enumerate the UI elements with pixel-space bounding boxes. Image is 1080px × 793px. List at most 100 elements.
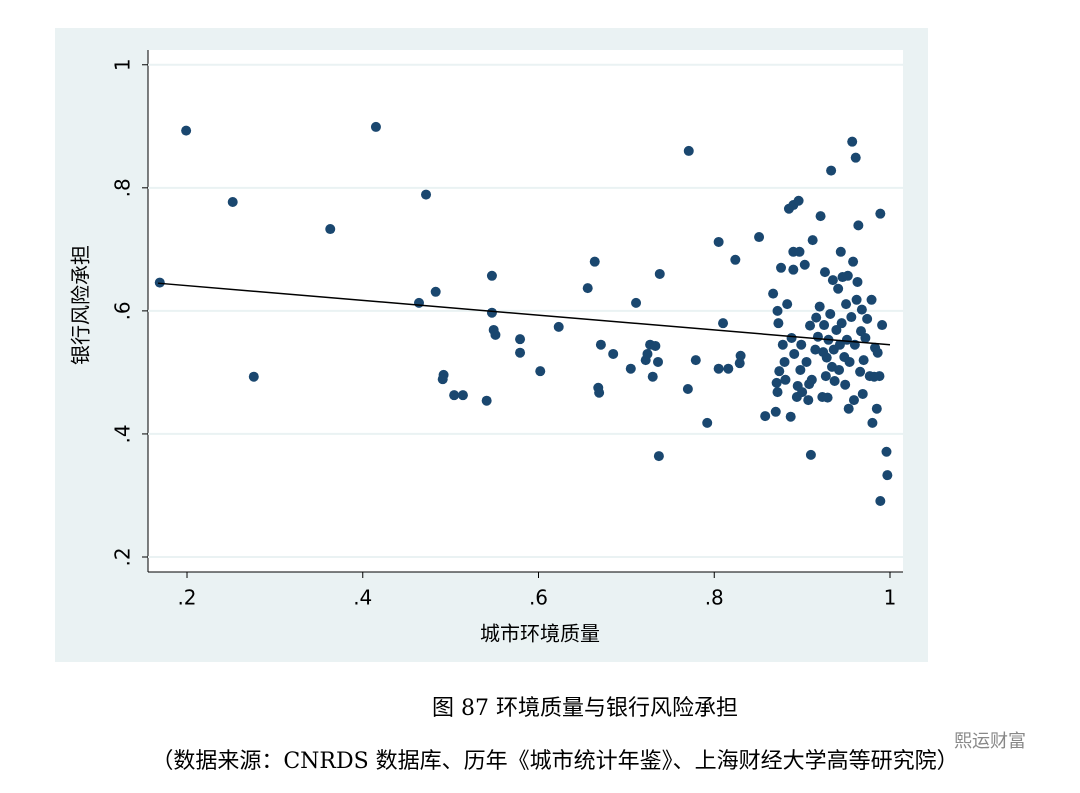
- point: [594, 387, 605, 398]
- point: [437, 374, 448, 385]
- point: [848, 395, 859, 406]
- point: [819, 267, 830, 278]
- point: [227, 196, 238, 207]
- point: [773, 318, 784, 329]
- point: [871, 403, 882, 414]
- point: [841, 334, 852, 345]
- point: [754, 232, 765, 243]
- point: [812, 331, 823, 342]
- point: [810, 344, 821, 355]
- point: [866, 294, 877, 305]
- point: [794, 246, 805, 257]
- point: [490, 329, 501, 340]
- point: [842, 270, 853, 281]
- point: [770, 406, 781, 417]
- point: [844, 356, 855, 367]
- point: [805, 449, 816, 460]
- point: [805, 320, 816, 331]
- point: [774, 366, 785, 377]
- point: [856, 304, 867, 315]
- point: [595, 339, 606, 350]
- point: [181, 125, 192, 136]
- point: [713, 363, 724, 374]
- point: [801, 356, 812, 367]
- point: [799, 259, 810, 270]
- point: [702, 417, 713, 428]
- point: [248, 371, 259, 382]
- point: [843, 403, 854, 414]
- point: [881, 446, 892, 457]
- point: [631, 297, 642, 308]
- point: [820, 371, 831, 382]
- point: [831, 324, 842, 335]
- point: [860, 332, 871, 343]
- x-tick-label: .8: [705, 586, 724, 610]
- point: [796, 339, 807, 350]
- point: [788, 264, 799, 275]
- point: [779, 356, 790, 367]
- point: [449, 390, 460, 401]
- point: [760, 411, 771, 422]
- point: [653, 451, 664, 462]
- point: [782, 299, 793, 310]
- y-tick-label: .2: [111, 547, 135, 566]
- point: [325, 224, 336, 235]
- point: [852, 276, 863, 287]
- point: [625, 363, 636, 374]
- point: [486, 270, 497, 281]
- point: [772, 387, 783, 398]
- point: [857, 388, 868, 399]
- y-axis-title: 银行风险承担: [69, 245, 93, 365]
- point: [851, 294, 862, 305]
- point: [515, 334, 526, 345]
- x-tick-label: .2: [177, 586, 196, 610]
- source-note: （数据来源：CNRDS 数据库、历年《城市统计年鉴》、上海财经大学高等研究院）: [151, 749, 958, 774]
- point: [835, 246, 846, 257]
- point: [771, 377, 782, 388]
- point: [650, 340, 661, 351]
- point: [777, 339, 788, 350]
- point: [421, 189, 432, 200]
- point: [834, 364, 845, 375]
- fit-line: [157, 282, 891, 346]
- watermark: 熙运财富: [954, 731, 1026, 752]
- point: [877, 320, 888, 331]
- x-tick-label: .4: [353, 586, 372, 610]
- point: [855, 366, 866, 377]
- point: [723, 363, 734, 374]
- point: [608, 348, 619, 359]
- point: [822, 392, 833, 403]
- point: [734, 358, 745, 369]
- point: [803, 395, 814, 406]
- point: [834, 339, 845, 350]
- point: [653, 356, 664, 367]
- point: [713, 236, 724, 247]
- point: [853, 220, 864, 231]
- point: [772, 305, 783, 316]
- point: [827, 275, 838, 286]
- point: [682, 384, 693, 395]
- point: [829, 376, 840, 387]
- y-tick-label: 1: [111, 58, 135, 71]
- point: [867, 417, 878, 428]
- point: [875, 495, 886, 506]
- point: [811, 312, 822, 323]
- point: [789, 348, 800, 359]
- x-axis-title: 城市环境质量: [480, 622, 600, 646]
- point: [840, 379, 851, 390]
- point: [806, 374, 817, 385]
- point: [858, 355, 869, 366]
- point: [553, 321, 564, 332]
- point: [826, 165, 837, 176]
- point: [730, 254, 741, 265]
- point: [457, 390, 468, 401]
- point: [848, 256, 859, 267]
- point: [819, 320, 830, 331]
- point: [795, 364, 806, 375]
- point: [833, 283, 844, 294]
- point: [793, 195, 804, 206]
- point: [874, 371, 885, 382]
- point: [154, 277, 165, 288]
- point: [481, 395, 492, 406]
- point: [785, 411, 796, 422]
